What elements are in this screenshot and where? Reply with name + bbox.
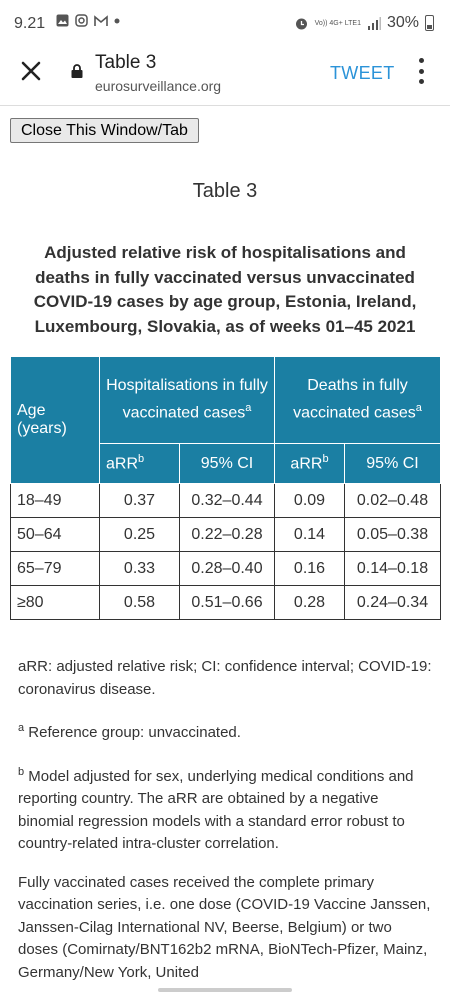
d-arr-cell: 0.16 — [274, 551, 345, 586]
h-arr-cell: 0.37 — [99, 483, 180, 518]
status-bar: 9.21 Vo)) 4G+ LTE1 30% — [0, 0, 450, 44]
table-row: 65–79 0.33 0.28–0.40 0.16 0.14–0.18 — [10, 551, 441, 586]
h-arr-cell: 0.33 — [99, 551, 180, 586]
more-options-icon[interactable] — [416, 58, 426, 84]
notification-icons — [56, 14, 120, 27]
risk-table: Age (years) Hospitalisations in fully va… — [10, 356, 441, 620]
d-arr-header: aRRb — [274, 443, 345, 484]
d-ci-cell: 0.05–0.38 — [344, 517, 441, 552]
signal-icon — [367, 16, 381, 30]
fully-vaccinated-note: Fully vaccinated cases received the comp… — [18, 873, 431, 981]
table-notes: aRR: adjusted relative risk; CI: confide… — [18, 656, 432, 1000]
table-row: ≥80 0.58 0.51–0.66 0.28 0.24–0.34 — [10, 585, 441, 620]
h-ci-cell: 0.51–0.66 — [179, 585, 275, 620]
status-time: 9.21 — [14, 15, 46, 32]
alarm-icon — [295, 18, 307, 29]
close-icon[interactable] — [18, 58, 44, 84]
gesture-nav-bar[interactable] — [158, 988, 292, 992]
d-ci-cell: 0.14–0.18 — [344, 551, 441, 586]
image-icon — [56, 14, 69, 27]
abbreviations-note: aRR: adjusted relative risk; CI: confide… — [18, 658, 432, 698]
tweet-button[interactable]: TWEET — [330, 63, 395, 83]
status-right: Vo)) 4G+ LTE1 30% — [294, 14, 434, 32]
battery-icon — [425, 15, 434, 31]
d-ci-cell: 0.02–0.48 — [344, 483, 441, 518]
age-cell: 18–49 — [10, 483, 100, 518]
age-cell: 50–64 — [10, 517, 100, 552]
h-ci-header: 95% CI — [179, 443, 275, 484]
age-cell: ≥80 — [10, 585, 100, 620]
age-cell: 65–79 — [10, 551, 100, 586]
instagram-icon — [75, 14, 88, 27]
battery-percent: 30% — [386, 14, 419, 31]
footnote-b: b Model adjusted for sex, underlying med… — [18, 765, 414, 853]
table-row: 18–49 0.37 0.32–0.44 0.09 0.02–0.48 — [10, 483, 441, 518]
dot-icon — [114, 18, 120, 23]
table-heading: Table 3 — [192, 180, 258, 202]
age-header: Age (years) — [10, 356, 100, 484]
custom-tab-toolbar: Table 3 eurosurveillance.org TWEET — [0, 44, 450, 106]
d-arr-cell: 0.14 — [274, 517, 345, 552]
page-url: eurosurveillance.org — [95, 78, 222, 94]
h-arr-cell: 0.25 — [99, 517, 180, 552]
table-row: 50–64 0.25 0.22–0.28 0.14 0.05–0.38 — [10, 517, 441, 552]
gmail-icon — [94, 14, 108, 26]
h-arr-header: aRRb — [99, 443, 180, 484]
page-title: Table 3 — [95, 52, 157, 73]
network-label: Vo)) 4G+ LTE1 — [314, 19, 361, 27]
h-ci-cell: 0.28–0.40 — [179, 551, 275, 586]
hospitalisations-header: Hospitalisations in fully vaccinated cas… — [99, 356, 275, 444]
table-caption: Adjusted relative risk of hospitalisatio… — [33, 243, 417, 336]
h-ci-cell: 0.32–0.44 — [179, 483, 275, 518]
footnote-a: a Reference group: unvaccinated. — [18, 722, 241, 741]
d-arr-cell: 0.09 — [274, 483, 345, 518]
close-window-button[interactable]: Close This Window/Tab — [10, 118, 199, 143]
d-ci-header: 95% CI — [344, 443, 441, 484]
h-ci-cell: 0.22–0.28 — [179, 517, 275, 552]
h-arr-cell: 0.58 — [99, 585, 180, 620]
d-arr-cell: 0.28 — [274, 585, 345, 620]
d-ci-cell: 0.24–0.34 — [344, 585, 441, 620]
lock-icon — [71, 64, 83, 78]
deaths-header: Deaths in fully vaccinated casesa — [274, 356, 441, 444]
